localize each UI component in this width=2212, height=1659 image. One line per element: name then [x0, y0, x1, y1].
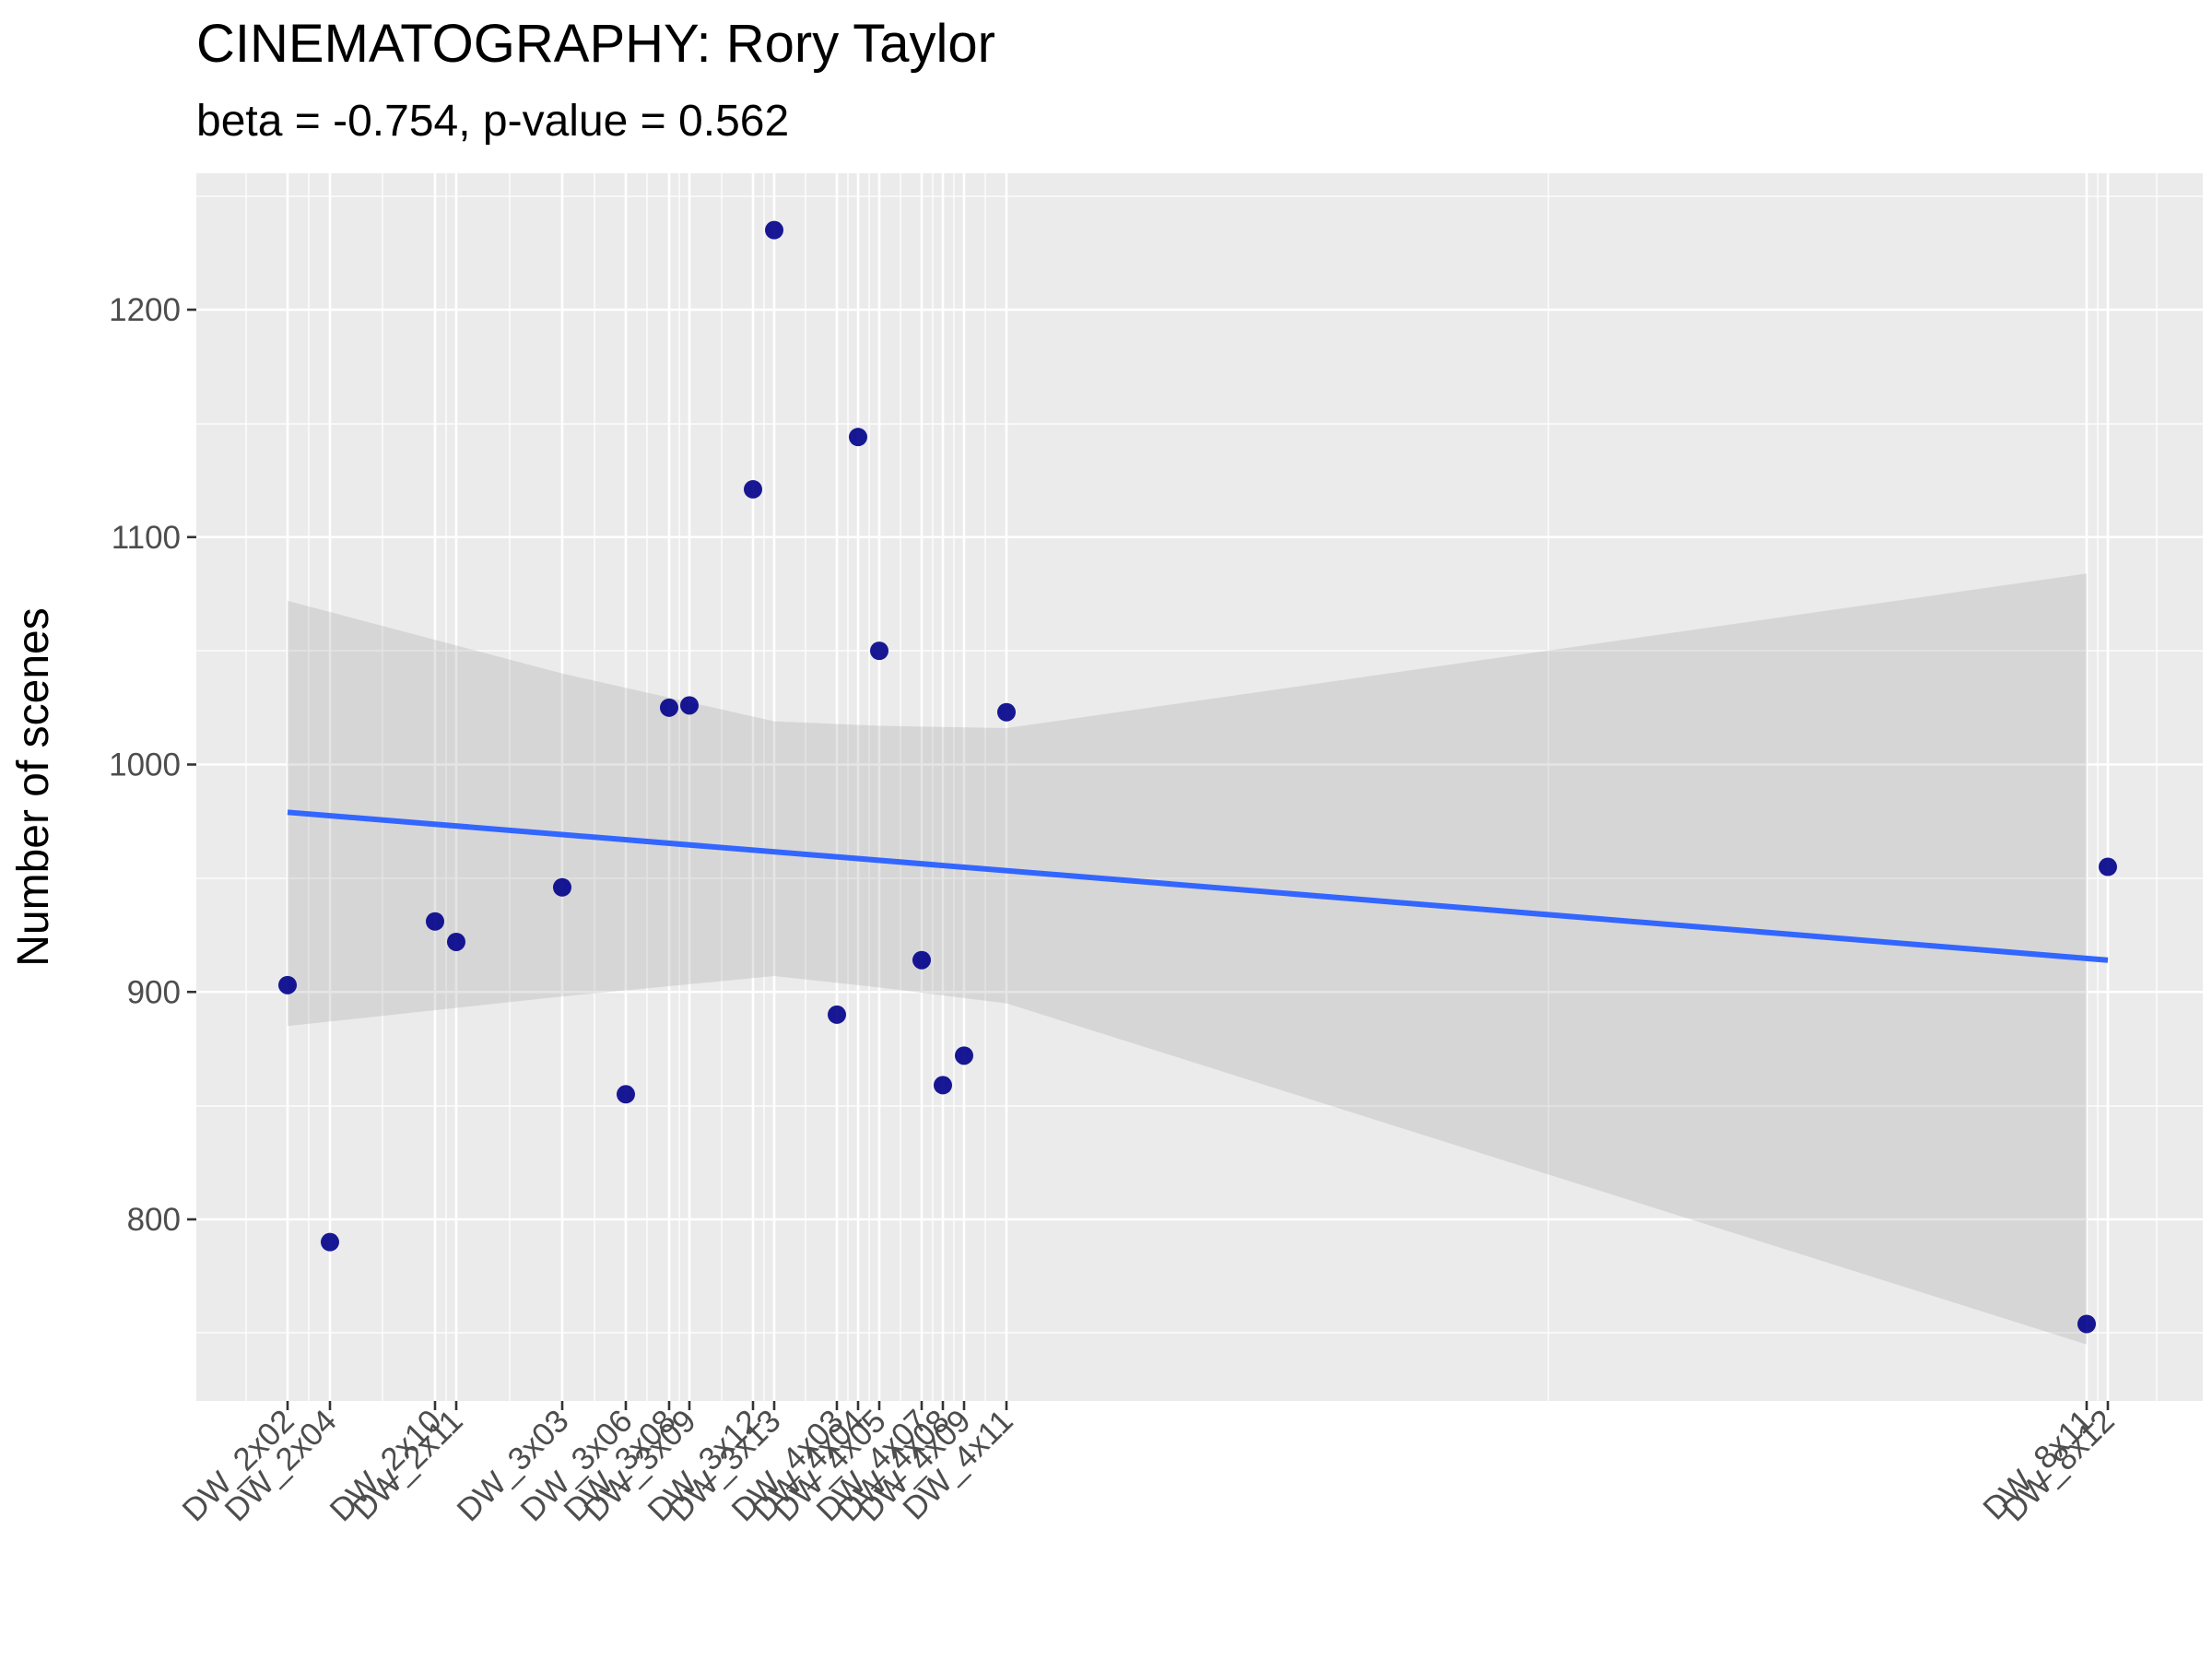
trend-line-group: [287, 809, 2109, 963]
data-point: [828, 1005, 846, 1024]
data-point: [617, 1085, 635, 1104]
grid-lines: [196, 173, 2203, 1401]
chart-subtitle: beta = -0.754, p-value = 0.562: [196, 97, 790, 146]
y-tick-label: 800: [127, 1202, 181, 1238]
data-point: [426, 912, 444, 931]
y-axis: 800 900 1000 1100 1200: [109, 292, 196, 1238]
y-tick-label: 900: [127, 974, 181, 1010]
data-point: [278, 975, 297, 994]
confidence-band-area: [288, 573, 2087, 1345]
y-axis-title: Number of scenes: [9, 607, 58, 967]
y-tick-label: 1000: [109, 747, 181, 783]
data-point: [870, 641, 888, 661]
data-point: [744, 479, 762, 499]
data-point: [997, 702, 1016, 722]
y-tick-label: 1100: [112, 520, 181, 556]
data-point: [2077, 1314, 2096, 1334]
data-point: [912, 950, 931, 970]
data-point: [934, 1076, 952, 1095]
data-point: [553, 877, 571, 897]
data-point: [447, 932, 465, 951]
confidence-band: [288, 573, 2087, 1345]
data-point: [2099, 857, 2117, 877]
chart-title: CINEMATOGRAPHY: Rory Taylor: [196, 14, 995, 74]
data-point: [321, 1232, 339, 1252]
data-point: [680, 696, 699, 715]
plot-panel: [196, 173, 2203, 1401]
y-tick-label: 1200: [109, 292, 181, 328]
data-point: [765, 220, 783, 240]
data-points: [278, 220, 2117, 1334]
data-point: [955, 1046, 973, 1065]
data-point: [660, 698, 678, 717]
data-point: [849, 428, 867, 447]
trend-line: [287, 809, 2109, 963]
x-axis: DW_2x02DW_2x04DW_2x10DW_2x11DW_3x03DW_3x…: [175, 1401, 2122, 1528]
